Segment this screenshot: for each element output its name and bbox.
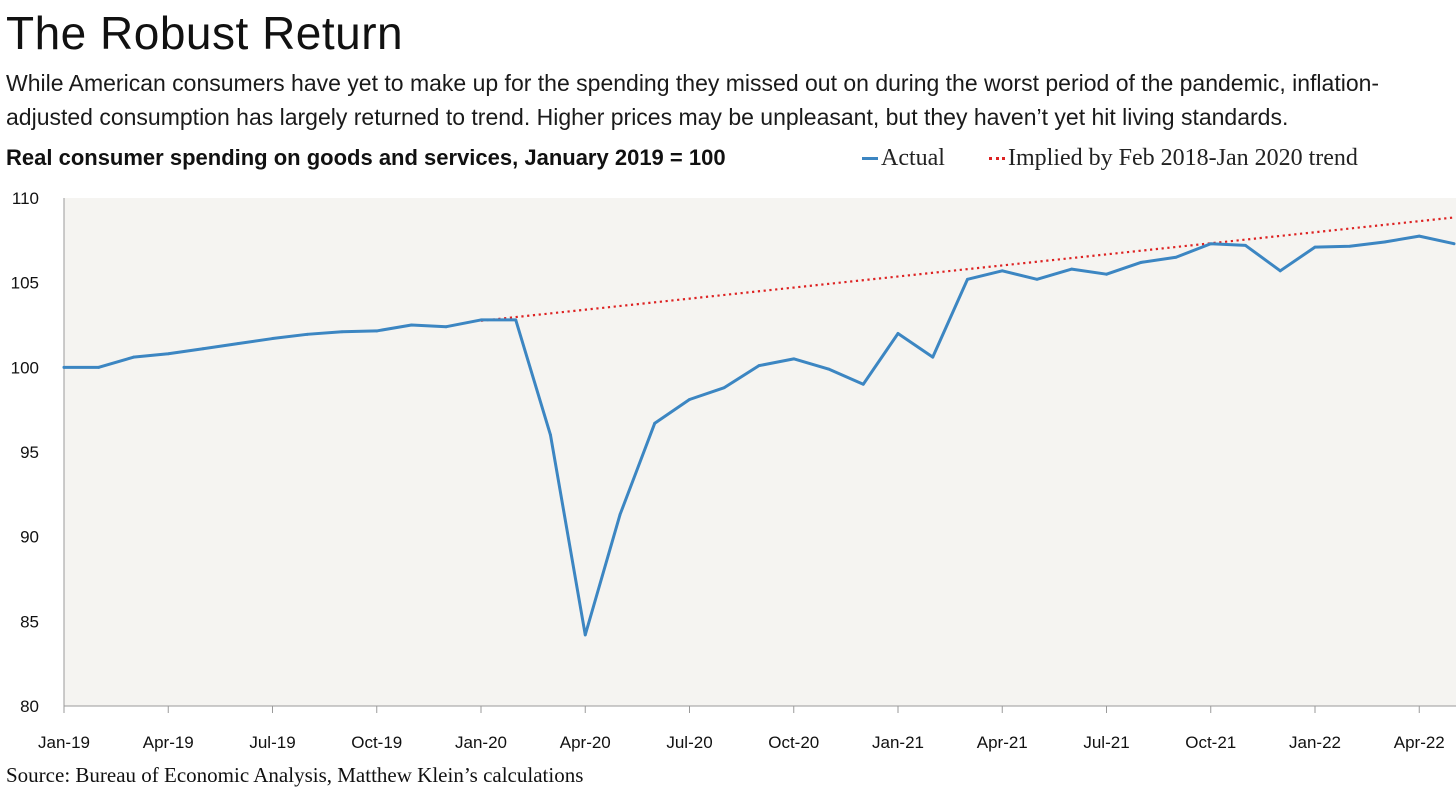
data-point-actual-Jan-22 [1313,245,1317,249]
y-tick-label-80: 80 [20,697,39,716]
y-tick-label-90: 90 [20,528,39,547]
x-tick-label-Apr-19: Apr-19 [143,733,194,752]
legend-label-actual: Actual [881,145,945,171]
chart-subtitle: While American consumers have yet to mak… [6,70,1380,130]
y-tick-label-95: 95 [20,443,39,462]
data-point-actual-May-19 [201,347,205,351]
chart-heading: Real consumer spending on goods and serv… [6,145,726,170]
x-tick-label-Jan-21: Jan-21 [872,733,924,752]
data-point-actual-Feb-22 [1348,244,1352,248]
x-tick-label-Jan-22: Jan-22 [1289,733,1341,752]
data-point-actual-Sep-19 [340,330,344,334]
data-point-actual-Sep-21 [1174,255,1178,259]
data-point-actual-Jan-19 [62,365,66,369]
x-tick-label-Jul-20: Jul-20 [666,733,712,752]
legend-swatch-actual [862,157,878,160]
chart-title-main: The Robust Return [6,7,404,59]
data-point-actual-Dec-19 [444,325,448,329]
x-tick-label-Oct-21: Oct-21 [1185,733,1236,752]
x-tick-label-Jul-21: Jul-21 [1083,733,1129,752]
series-line-trend [480,216,1455,322]
data-point-actual-Jan-20 [479,318,483,322]
y-tick-label-110: 110 [12,189,39,208]
data-point-actual-Jun-19 [236,342,240,346]
data-point-actual-Apr-19 [166,352,170,356]
data-point-actual-Apr-21 [1000,269,1004,273]
data-point-actual-Feb-21 [931,355,935,359]
x-tick-label-Oct-20: Oct-20 [768,733,819,752]
x-tick-label-Apr-22: Apr-22 [1394,733,1445,752]
data-point-actual-Dec-21 [1278,269,1282,273]
source-note: Source: Bureau of Economic Analysis, Mat… [6,763,584,787]
data-point-actual-Jul-19 [271,337,274,340]
data-point-actual-Mar-22 [1383,240,1386,244]
data-point-actual-Mar-20 [549,433,552,437]
data-point-actual-Jun-20 [653,421,657,425]
chart-legend: Actual Implied by Feb 2018-Jan 2020 tren… [862,145,1402,172]
plot-area [64,198,1456,706]
x-tick-label-Apr-21: Apr-21 [977,733,1028,752]
data-point-actual-Oct-20 [792,357,796,361]
x-tick-label-Oct-19: Oct-19 [351,733,402,752]
data-point-actual-Feb-20 [514,318,518,322]
y-tick-label-100: 100 [11,358,39,377]
data-point-actual-Dec-20 [861,382,865,386]
legend-swatch-trend [988,157,1005,160]
data-point-actual-Apr-22 [1417,234,1421,238]
data-point-actual-Feb-19 [97,365,101,369]
data-point-actual-Aug-19 [305,332,309,336]
data-point-actual-Nov-19 [410,323,413,327]
data-point-actual-May-22 [1452,242,1456,246]
legend-item-trend: Implied by Feb 2018-Jan 2020 trend [988,145,1358,172]
data-point-actual-Nov-20 [827,367,830,371]
data-point-actual-Jun-21 [1070,267,1074,271]
data-point-actual-May-20 [618,513,622,517]
data-point-actual-Nov-21 [1244,244,1247,247]
data-point-actual-Oct-19 [375,329,379,333]
data-point-actual-Jul-21 [1105,272,1108,276]
y-tick-label-85: 85 [20,612,39,631]
legend-label-trend: Implied by Feb 2018-Jan 2020 trend [1007,145,1358,171]
legend-item-actual: Actual [862,145,945,172]
x-tick-label-Apr-20: Apr-20 [560,733,611,752]
data-point-actual-Oct-21 [1209,242,1213,246]
data-point-actual-Mar-19 [132,355,135,359]
x-tick-label-Jan-20: Jan-20 [455,733,507,752]
data-point-actual-Apr-20 [583,633,587,637]
data-point-actual-Jan-21 [896,332,900,335]
data-point-actual-Mar-21 [966,277,969,281]
x-tick-label-Jan-19: Jan-19 [38,733,90,752]
x-tick-label-Jul-19: Jul-19 [249,733,295,752]
y-tick-label-105: 105 [11,274,39,293]
data-point-actual-Jul-20 [688,398,691,401]
data-point-actual-Aug-20 [722,386,726,390]
data-point-actual-Sep-20 [757,364,761,368]
data-point-actual-May-21 [1035,277,1039,281]
line-chart: 80 85 90 95 100 105 110 Jan-19 Apr-19 Jul-19 Oct-1… [11,189,1456,752]
data-point-actual-Aug-21 [1139,260,1143,264]
